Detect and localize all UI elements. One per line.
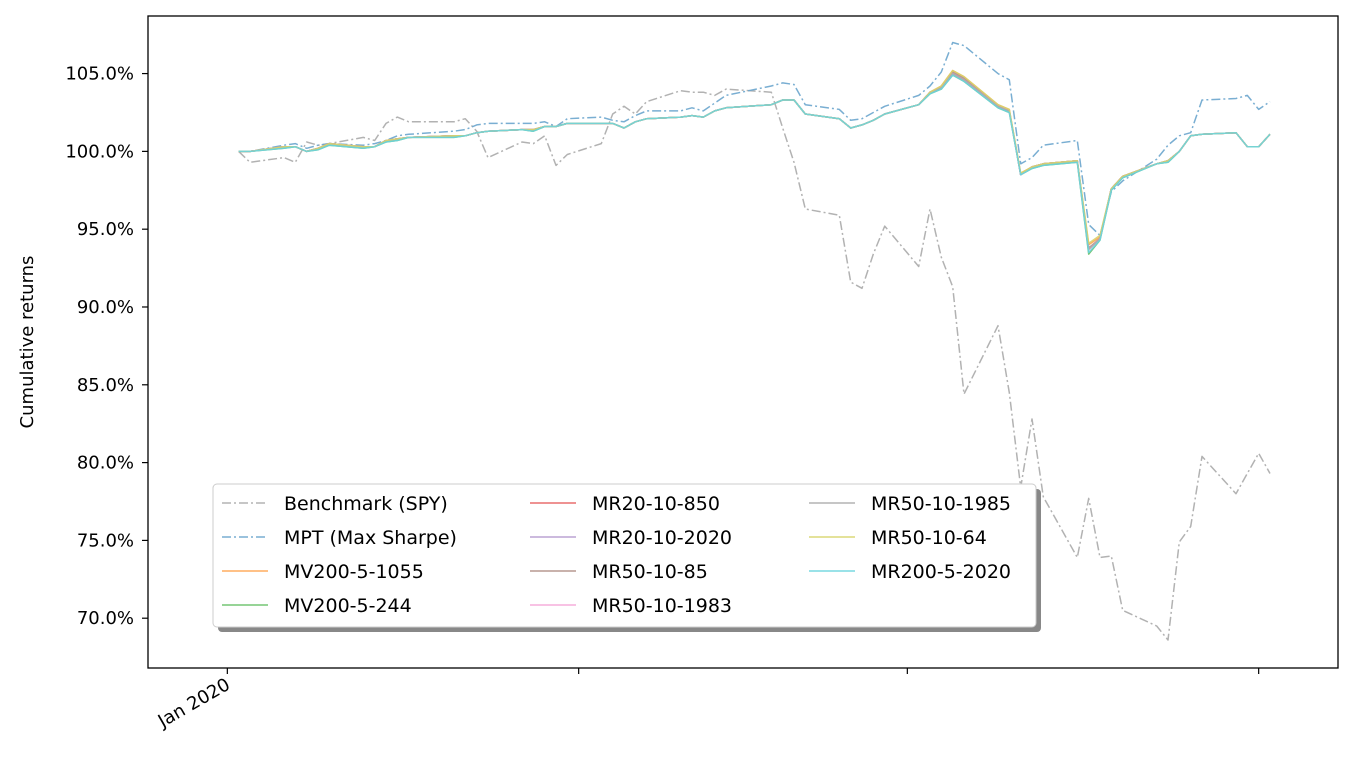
plot-frame [147, 15, 1339, 669]
legend-label-mr50-10-1985: MR50-10-1985 [871, 493, 1011, 515]
legend-label-mv200-5-244: MV200-5-244 [284, 595, 412, 617]
y-tick-label: 85.0% [77, 375, 134, 396]
legend-label-mr50-10-1983: MR50-10-1983 [592, 595, 732, 617]
legend-label-mr50-10-85: MR50-10-85 [592, 561, 708, 583]
y-axis: 70.0% 75.0% 80.0% 85.0% 90.0% 95.0% 100.0% 105.… [65, 64, 148, 629]
legend: Benchmark (SPY) MPT (Max Sharpe) MV200-5-1… [212, 483, 1041, 632]
legend-label-mr20-10-2020: MR20-10-2020 [592, 527, 732, 549]
series-line-mr200-5-2020 [238, 74, 1271, 254]
series-line-benchmark-spy [238, 88, 1271, 641]
y-tick-label: 105.0% [65, 64, 134, 85]
series-layer [238, 41, 1271, 641]
legend-label-mv200-5-1055: MV200-5-1055 [284, 561, 424, 583]
legend-label-mpt-max-sharpe: MPT (Max Sharpe) [284, 527, 457, 549]
y-tick-label: 70.0% [77, 608, 134, 629]
legend-label-mr50-10-64: MR50-10-64 [871, 527, 987, 549]
y-tick-label: 90.0% [77, 297, 134, 318]
legend-box [212, 483, 1037, 628]
y-axis-label: Cumulative returns [17, 256, 38, 429]
y-tick-label: 95.0% [77, 219, 134, 240]
legend-label-mr200-5-2020: MR200-5-2020 [871, 561, 1011, 583]
y-tick-label: 100.0% [65, 141, 134, 162]
legend-label-benchmark-spy: Benchmark (SPY) [284, 493, 448, 515]
y-tick-label: 75.0% [77, 530, 134, 551]
legend-label-mr20-10-850: MR20-10-850 [592, 493, 720, 515]
y-tick-label: 80.0% [77, 453, 134, 474]
